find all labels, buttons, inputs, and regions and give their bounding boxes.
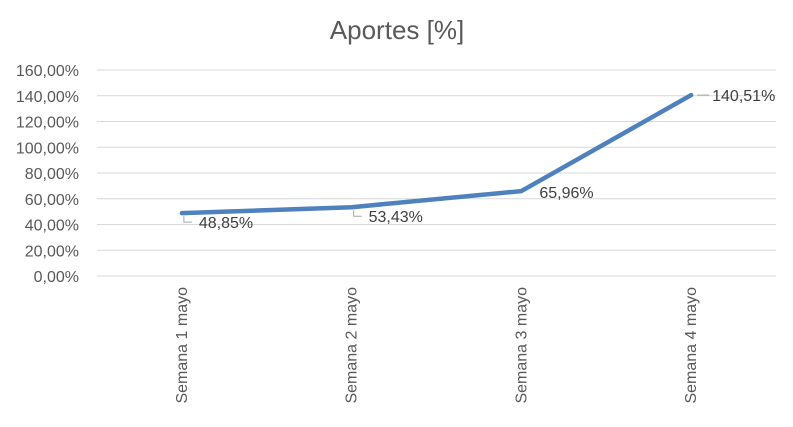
data-label: 53,43% [369,209,423,226]
x-tick-label: Semana 3 mayo [513,287,530,404]
y-tick-label: 0,00% [34,269,79,286]
series-line-group [179,92,694,216]
data-label-leader [353,210,362,217]
x-tick-label: Semana 4 mayo [683,287,700,404]
series-line [179,92,694,216]
y-tick-label: 120,00% [16,115,79,132]
y-tick-label: 60,00% [25,192,79,209]
y-tick-label: 80,00% [25,166,79,183]
chart-title: Aportes [%] [330,15,464,45]
y-tick-label: 100,00% [16,140,79,157]
data-labels: 48,85% 53,43% 65,96% 140,51% [183,88,775,232]
data-label: 140,51% [712,88,775,105]
y-axis-tick-labels: 0,00% 20,00% 40,00% 60,00% 80,00% 100,00% 120,… [16,63,79,286]
y-tick-label: 20,00% [25,243,79,260]
data-label-leader [183,216,192,223]
y-tick-label: 140,00% [16,89,79,106]
x-tick-label: Semana 2 mayo [344,287,361,404]
y-tick-label: 160,00% [16,63,79,80]
y-tick-label: 40,00% [25,218,79,235]
x-tick-label: Semana 1 mayo [174,287,191,404]
gridlines [97,69,776,277]
x-axis-tick-labels: Semana 1 mayo Semana 2 mayo Semana 3 mayo S… [174,287,700,404]
data-label: 65,96% [539,185,593,202]
data-label: 48,85% [199,215,253,232]
